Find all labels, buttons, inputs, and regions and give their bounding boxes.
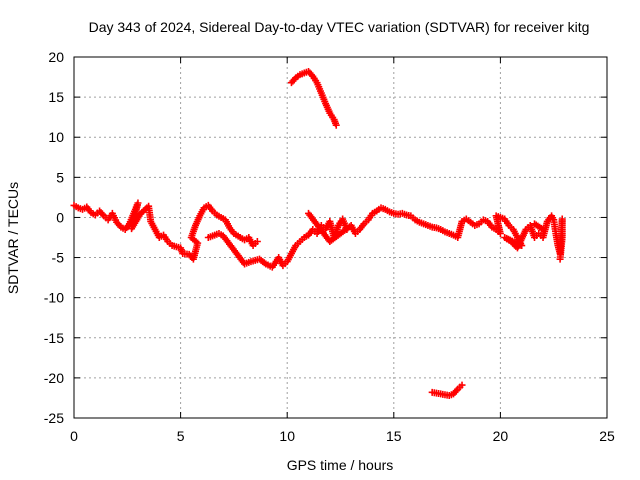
x-tick-label: 25 [599,428,615,444]
x-tick-label: 0 [70,428,78,444]
x-axis-label: GPS time / hours [287,457,394,473]
y-tick-label: 10 [48,129,64,145]
chart-title: Day 343 of 2024, Sidereal Day-to-day VTE… [89,19,590,35]
x-tick-label: 15 [386,428,402,444]
y-axis-label: SDTVAR / TECUs [5,182,21,294]
grid [74,57,607,418]
y-tick-label: -15 [44,330,64,346]
plot-frame [73,56,608,419]
data-point-main [539,225,547,233]
data-point-upper-arc [332,121,340,129]
data-point-main [556,255,564,263]
x-tick-label: 5 [177,428,185,444]
y-tick-label: -10 [44,290,64,306]
y-tick-label: -20 [44,370,64,386]
y-tick-label: 15 [48,89,64,105]
x-tick-label: 10 [279,428,295,444]
x-tick-label: 20 [493,428,509,444]
data-point-main [253,238,261,246]
y-tick-label: 5 [56,169,64,185]
axis-ticks: 0 5 10 15 20 25 20 15 10 5 0 -5 -10 -15 -20 -25 [44,49,615,444]
y-tick-label: -25 [44,410,64,426]
data-points [70,67,566,400]
y-tick-label: -5 [52,250,65,266]
y-tick-label: 0 [56,209,64,225]
data-point-lower-arc [458,381,466,389]
y-tick-label: 20 [48,49,64,65]
